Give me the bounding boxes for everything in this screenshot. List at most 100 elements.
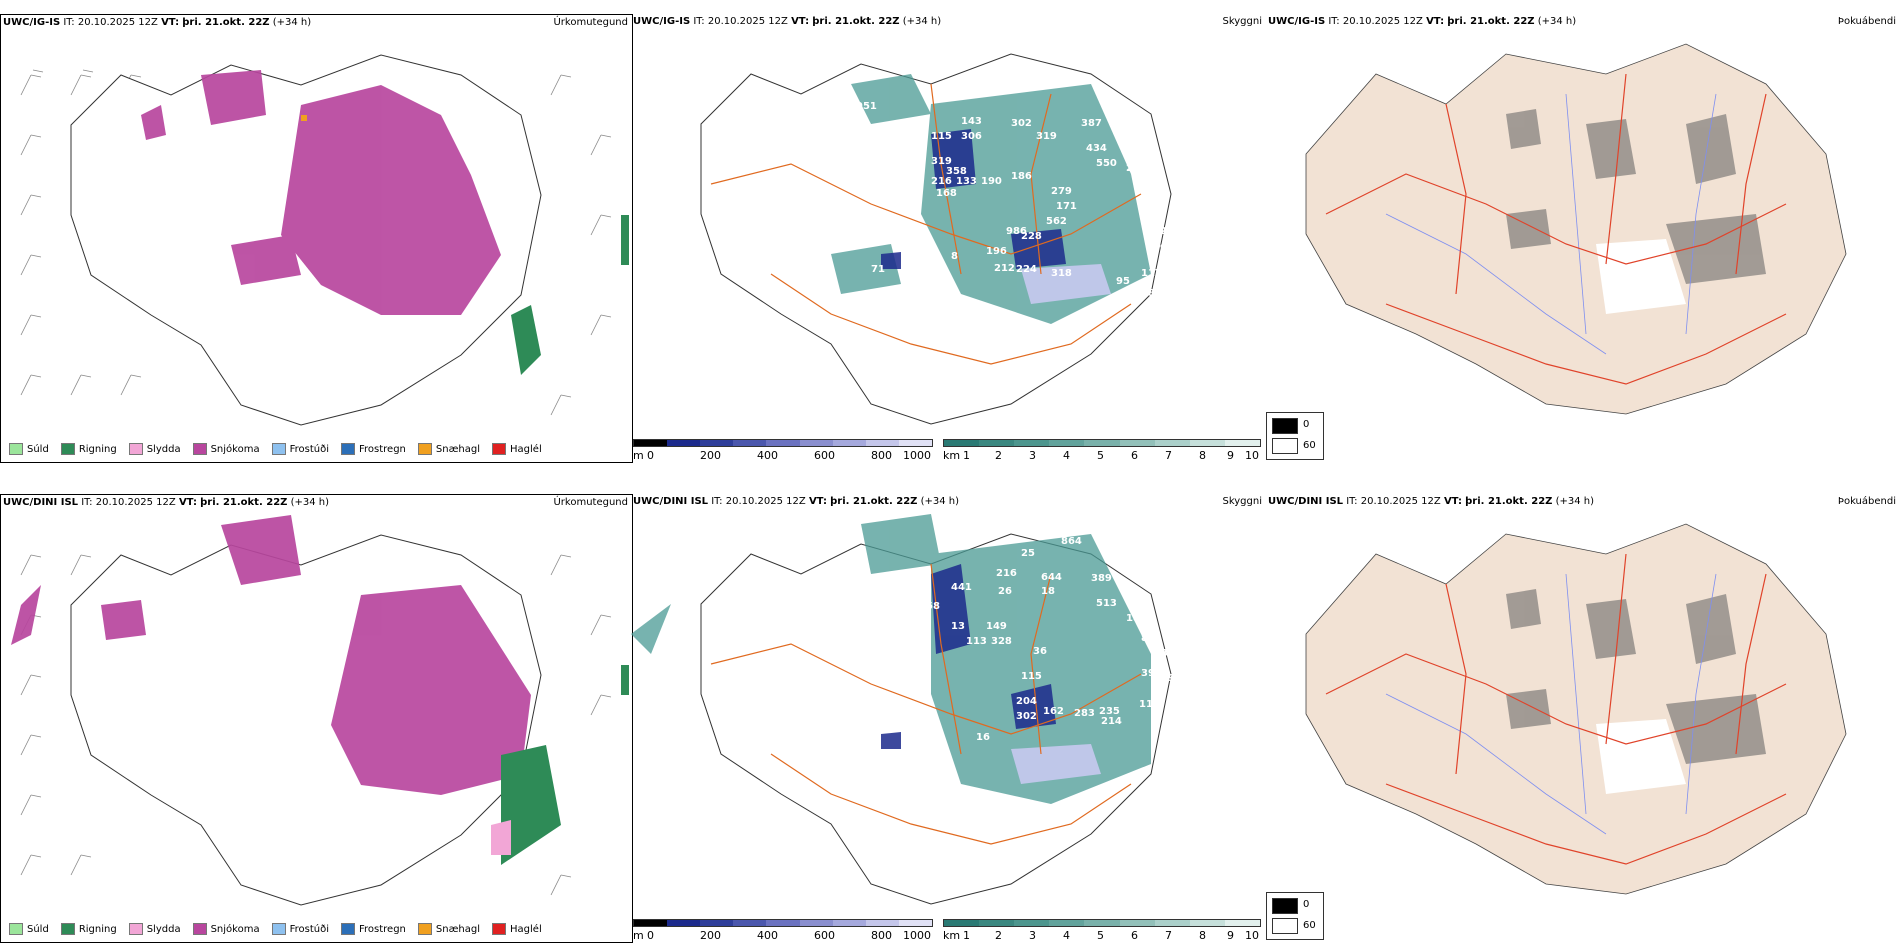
- value-label: 562: [1146, 226, 1167, 237]
- panel-title: Skyggni: [1222, 496, 1262, 507]
- value-label: 319: [1036, 131, 1057, 142]
- legend-item: Snæhagl: [417, 443, 480, 455]
- value-label: 196: [986, 246, 1007, 257]
- value-label: 279: [1051, 186, 1072, 197]
- value-label: 26: [998, 586, 1012, 597]
- value-label: 302: [1011, 118, 1032, 129]
- value-label: 389: [1091, 573, 1112, 584]
- value-label: 149: [986, 621, 1007, 632]
- value-label: 986: [1006, 226, 1027, 237]
- panel-header: UWC/DINI ISL IT: 20.10.2025 12Z VT: þri.…: [1268, 496, 1595, 507]
- value-label: 143: [961, 116, 982, 127]
- value-label: 115: [931, 131, 952, 142]
- value-label: 387: [1081, 118, 1102, 129]
- value-label: 302: [1016, 711, 1037, 722]
- value-label: 894: [1141, 633, 1162, 644]
- value-label: 6: [849, 754, 856, 765]
- panel-header: UWC/IG-IS IT: 20.10.2025 12Z VT: þri. 21…: [3, 17, 312, 28]
- value-label: 73: [874, 756, 888, 767]
- cloud-panel-row2: 864 38 25 216 644 389 18 441 26 513 188 …: [631, 494, 1266, 941]
- value-label: 513: [1096, 598, 1117, 609]
- legend-item: Slydda: [128, 443, 181, 455]
- value-label: 186: [1011, 171, 1032, 182]
- legend-item: Haglél: [492, 443, 542, 455]
- wind-barbs: [20, 69, 612, 416]
- panel-header: UWC/DINI ISL IT: 20.10.2025 12Z VT: þri.…: [3, 497, 330, 508]
- value-label: 34036: [1161, 648, 1196, 659]
- value-label: 228: [1021, 231, 1042, 242]
- precip-panel-row1: Súld Rigning Slydda Snjókoma Frostúði Fr…: [0, 14, 633, 463]
- value-label: 235: [1099, 706, 1120, 717]
- value-label: 58: [926, 601, 940, 612]
- value-label: 162: [1043, 706, 1064, 717]
- km-colorbar: km 1 2 3 4 5 6 7 8 9 10: [943, 919, 1261, 941]
- value-label: 644: [1041, 572, 1062, 583]
- value-label: 216: [996, 568, 1017, 579]
- legend-item: Haglél: [492, 923, 542, 935]
- value-label: 951: [856, 101, 877, 112]
- value-label: 25: [1021, 548, 1035, 559]
- value-label: 190: [981, 176, 1002, 187]
- value-label: 133: [956, 176, 977, 187]
- value-label: 288: [1126, 163, 1147, 174]
- panel-header: UWC/IG-IS IT: 20.10.2025 12Z VT: þri. 21…: [633, 16, 942, 27]
- panel-title: Úrkomutegund: [553, 17, 628, 28]
- value-label: 864: [1061, 536, 1082, 547]
- value-label: 283: [1074, 708, 1095, 719]
- fog-legend-row2: 0 60: [1266, 892, 1324, 940]
- precip-map-row1: [20, 54, 629, 426]
- value-label: 117: [1141, 268, 1162, 279]
- value-label: 319: [931, 156, 952, 167]
- cloud-panel-row1: 951 302 319 387 921 434 550 288 115 143 …: [631, 14, 1266, 461]
- panel-title: Þokuábendi: [1837, 496, 1896, 507]
- fog-map-row1: [1305, 43, 1847, 415]
- panel-title: Úrkomutegund: [553, 497, 628, 508]
- value-label: 171: [1056, 201, 1077, 212]
- fog-map-row2: [1305, 523, 1847, 895]
- value-label: 306: [961, 131, 982, 142]
- legend-item: Frostregn: [341, 923, 406, 935]
- value-label: 328: [991, 636, 1012, 647]
- value-label: 318: [1051, 268, 1072, 279]
- precip-panel-row2: Súld Rigning Slydda Snjókoma Frostúði Fr…: [0, 494, 633, 943]
- legend-item: Súld: [9, 923, 49, 935]
- value-label: 214: [1101, 716, 1122, 727]
- fog-panel-row1: UWC/IG-IS IT: 20.10.2025 12Z VT: þri. 21…: [1266, 14, 1900, 461]
- precip-legend: Súld Rigning Slydda Snjókoma Frostúði Fr…: [9, 443, 554, 455]
- value-label: 16: [976, 732, 990, 743]
- value-label: 18: [1041, 586, 1055, 597]
- value-label: 204: [1016, 696, 1037, 707]
- value-label: 113: [966, 636, 987, 647]
- value-label: 398: [1141, 668, 1162, 679]
- legend-item: Slydda: [128, 923, 181, 935]
- cloud-map-row1: 951 302 319 387 921 434 550 288 115 143 …: [700, 53, 1172, 425]
- value-label: 8: [951, 251, 958, 262]
- panel-header: UWC/IG-IS IT: 20.10.2025 12Z VT: þri. 21…: [1268, 16, 1577, 27]
- value-label: 586: [1141, 288, 1162, 299]
- value-label: 38: [1111, 536, 1125, 547]
- legend-item: Rigning: [60, 923, 117, 935]
- legend-item: Rigning: [60, 443, 117, 455]
- value-label: 168: [936, 188, 957, 199]
- value-label: 115: [1021, 671, 1042, 682]
- value-label: 224: [1016, 264, 1037, 275]
- panel-title: Þokuábendi: [1837, 16, 1896, 27]
- value-label: 113: [1139, 699, 1160, 710]
- fog-panel-row2: UWC/DINI ISL IT: 20.10.2025 12Z VT: þri.…: [1266, 494, 1900, 941]
- value-label: 71: [871, 264, 885, 275]
- legend-item: Snjókoma: [192, 443, 260, 455]
- value-label: 216: [931, 176, 952, 187]
- value-label: 212: [994, 263, 1015, 274]
- panel-header: UWC/DINI ISL IT: 20.10.2025 12Z VT: þri.…: [633, 496, 960, 507]
- value-label: 36: [1033, 646, 1047, 657]
- m-colorbar: m 0 200 400 600 800 1000: [633, 919, 933, 941]
- panel-title: Skyggni: [1222, 16, 1262, 27]
- m-colorbar: m 0 200 400 600 800 1000: [633, 439, 933, 461]
- legend-item: Frostúði: [271, 443, 329, 455]
- km-colorbar: km 1 2 3 4 5 6 7 8 9 10: [943, 439, 1261, 461]
- value-label: 550: [1096, 158, 1117, 169]
- value-label: 921: [1116, 123, 1137, 134]
- value-label: 441: [951, 582, 972, 593]
- legend-item: Frostregn: [341, 443, 406, 455]
- legend-item: Snjókoma: [192, 923, 260, 935]
